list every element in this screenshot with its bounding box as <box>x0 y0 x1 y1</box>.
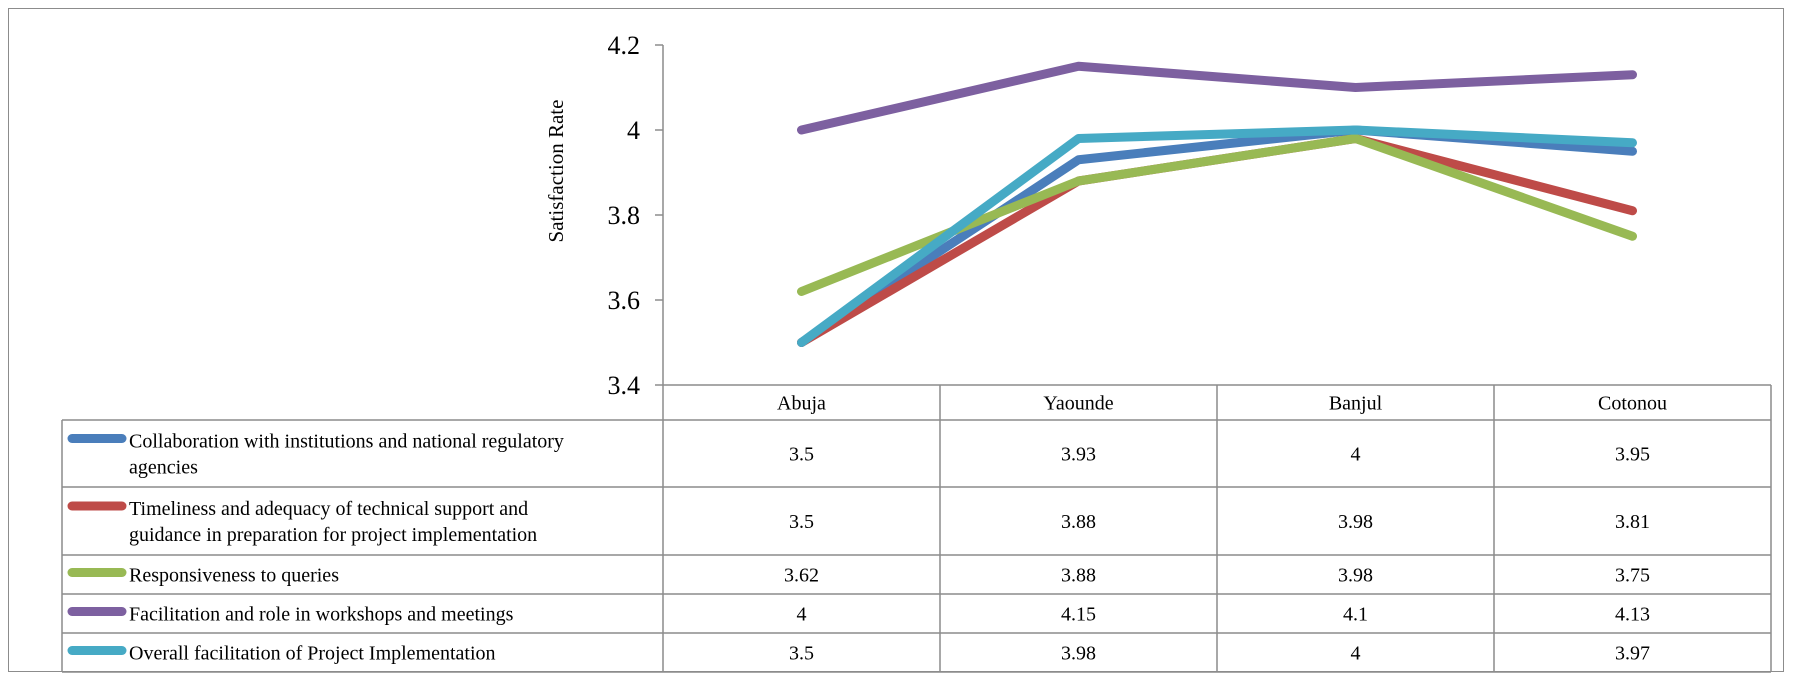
y-tick-label: 4 <box>627 116 640 145</box>
table-cell-value: 4 <box>1351 643 1361 665</box>
y-tick-label: 3.4 <box>608 371 641 400</box>
series-name: Timeliness and adequacy of technical sup… <box>129 498 528 520</box>
table-cell-value: 3.98 <box>1338 511 1373 533</box>
table-cell-value: 3.5 <box>789 511 814 533</box>
series-name: agencies <box>129 457 198 479</box>
series-name: Overall facilitation of Project Implemen… <box>129 643 496 665</box>
table-cell-value: 4.15 <box>1061 604 1096 626</box>
table-cell-value: 4 <box>797 604 807 626</box>
chart-frame <box>8 8 1784 672</box>
y-axis-title: Satisfaction Rate <box>544 100 568 243</box>
y-tick-label: 4.2 <box>608 31 641 60</box>
category-label: Cotonou <box>1598 393 1667 415</box>
y-tick-label: 3.6 <box>608 286 641 315</box>
table-cell-value: 4.13 <box>1615 604 1650 626</box>
table-cell-value: 3.93 <box>1061 444 1096 466</box>
table-cell-value: 3.97 <box>1615 643 1650 665</box>
category-label: Yaounde <box>1043 393 1113 415</box>
y-tick-label: 3.8 <box>608 201 641 230</box>
table-cell-value: 3.5 <box>789 444 814 466</box>
category-label: Banjul <box>1329 393 1383 415</box>
category-label: Abuja <box>777 393 826 415</box>
table-cell-value: 3.5 <box>789 643 814 665</box>
table-cell-value: 3.62 <box>784 565 819 587</box>
table-cell-value: 3.98 <box>1061 643 1096 665</box>
table-cell-value: 3.75 <box>1615 565 1650 587</box>
table-cell-value: 3.88 <box>1061 511 1096 533</box>
table-cell-value: 3.81 <box>1615 511 1650 533</box>
table-cell-value: 3.98 <box>1338 565 1373 587</box>
table-cell-value: 4 <box>1351 444 1361 466</box>
series-name: Collaboration with institutions and nati… <box>129 431 564 453</box>
table-cell-value: 3.88 <box>1061 565 1096 587</box>
series-name: Responsiveness to queries <box>129 565 339 587</box>
table-cell-value: 3.95 <box>1615 444 1650 466</box>
series-name: guidance in preparation for project impl… <box>129 524 537 546</box>
series-name: Facilitation and role in workshops and m… <box>129 604 514 626</box>
series-line <box>797 61 1637 135</box>
table-cell-value: 4.1 <box>1343 604 1368 626</box>
series-line <box>797 125 1637 347</box>
